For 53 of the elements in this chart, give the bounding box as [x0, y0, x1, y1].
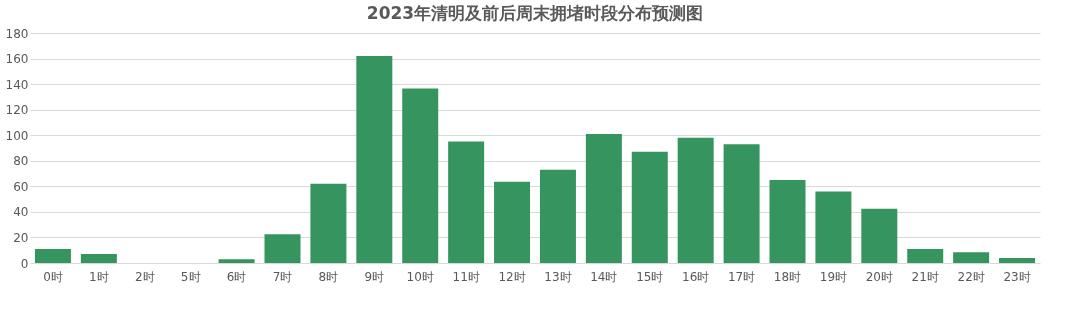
x-tick-label: 16时 — [682, 269, 710, 284]
x-tick-label: 1时 — [89, 269, 109, 284]
y-tick-label: 20 — [13, 230, 29, 245]
bar — [448, 141, 485, 263]
y-tick-label: 0 — [20, 256, 29, 271]
bar — [769, 179, 806, 263]
bar — [218, 259, 255, 263]
x-tick-label: 17时 — [727, 269, 756, 284]
x-tick-label: 13时 — [544, 269, 572, 284]
bar — [861, 208, 898, 263]
chart-title: 2023年清明及前后周末拥堵时段分布预测图 — [366, 3, 704, 23]
bar — [953, 252, 990, 263]
x-tick-label: 8时 — [318, 269, 339, 284]
bar — [356, 56, 393, 263]
y-tick-label: 120 — [5, 103, 29, 118]
bar — [539, 169, 576, 263]
y-tick-label: 60 — [13, 179, 29, 194]
bar — [264, 234, 301, 263]
x-tick-label: 7时 — [272, 269, 293, 284]
x-tick-label: 5时 — [180, 269, 201, 284]
bar — [815, 191, 852, 263]
bar — [907, 248, 944, 263]
bar — [999, 257, 1036, 263]
x-tick-label: 23时 — [1003, 269, 1031, 284]
x-tick-label: 2时 — [134, 269, 155, 284]
x-tick-label: 6时 — [226, 269, 247, 284]
x-tick-label: 14时 — [590, 269, 618, 284]
bar — [80, 254, 117, 263]
x-tick-label: 22时 — [957, 269, 985, 284]
x-tick-label: 21时 — [911, 269, 939, 284]
y-tick-label: 40 — [13, 205, 29, 220]
x-tick-label: 15时 — [636, 269, 664, 284]
bar — [310, 183, 347, 263]
bar — [631, 151, 668, 263]
x-tick-label: 10时 — [406, 269, 434, 284]
x-tick-label: 18时 — [773, 269, 802, 284]
bar — [723, 144, 760, 263]
x-tick-label: 20时 — [865, 269, 893, 284]
y-tick-label: 100 — [5, 128, 29, 143]
bar — [585, 133, 622, 263]
y-tick-label: 140 — [5, 77, 29, 92]
bar — [402, 88, 439, 263]
bar — [494, 181, 531, 263]
y-tick-label: 80 — [13, 154, 29, 169]
bar — [34, 248, 71, 263]
x-tick-label: 11时 — [452, 269, 480, 284]
x-tick-label: 0时 — [43, 269, 63, 284]
bar — [677, 137, 714, 263]
x-tick-label: 12时 — [498, 269, 526, 284]
x-tick-label: 19时 — [819, 269, 848, 284]
x-tick-label: 9时 — [364, 269, 385, 284]
y-tick-label: 160 — [5, 52, 29, 67]
y-tick-label: 180 — [5, 26, 29, 41]
